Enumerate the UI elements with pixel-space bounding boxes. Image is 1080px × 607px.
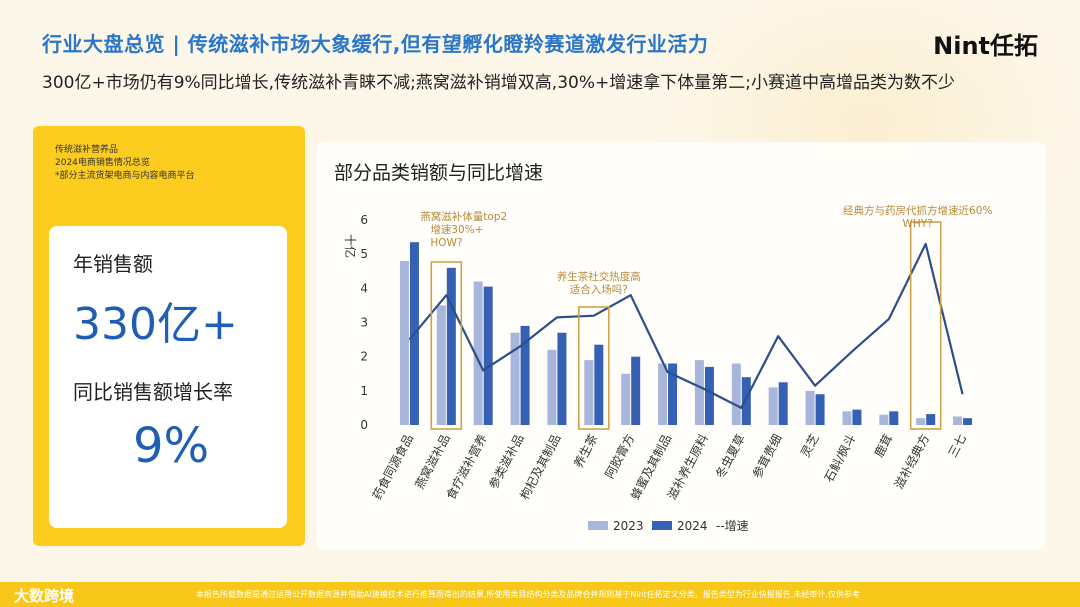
x-category-label: 阿胶膏方 xyxy=(602,431,638,480)
footer-disclaimer: 本报告所载数据是通过运用公开数据资源并借助AI建模技术进行推算而得出的结果,所使… xyxy=(196,590,860,599)
y-tick-label: 1 xyxy=(360,384,368,398)
bar-2024 xyxy=(631,356,641,425)
bar-2024 xyxy=(926,414,936,425)
x-category-label: 灵芝 xyxy=(797,431,822,459)
bar-2024 xyxy=(963,418,973,425)
x-category-label: 药食同源食品 xyxy=(369,431,416,502)
y-axis-label: 十亿 xyxy=(343,234,358,258)
y-tick-label: 3 xyxy=(360,316,368,330)
bar-2023 xyxy=(879,414,889,425)
panel-note: 传统滋补营养品 2024电商销售情况总览 *部分主流货架电商与内容电商平台 xyxy=(55,144,195,183)
legend-label-2023: 2023 xyxy=(613,519,644,533)
chart-title: 部分品类销额与同比增速 xyxy=(334,162,544,184)
bar-2024 xyxy=(483,286,493,425)
kpi-card: 年销售额 330亿+ 同比销售额增长率 9% xyxy=(49,226,287,528)
bar-2023 xyxy=(584,360,594,425)
brand-logo: Nint任拓 xyxy=(933,32,1038,60)
sales-label: 年销售额 xyxy=(73,252,153,276)
x-category-label: 参茸贵细 xyxy=(749,431,785,480)
annotation-text: HOW? xyxy=(430,237,462,249)
page-title: 行业大盘总览 | 传统滋补市场大象缓行,但有望孵化瞪羚赛道激发行业活力 xyxy=(42,32,709,56)
highlight-box xyxy=(578,306,610,430)
bar-2023 xyxy=(805,390,815,425)
legend-swatch-2024 xyxy=(652,521,672,530)
y-tick-label: 0 xyxy=(360,418,368,432)
y-tick-label: 6 xyxy=(360,213,368,227)
bar-2024 xyxy=(594,344,604,425)
x-category-label: 鹿茸 xyxy=(871,431,896,459)
bar-2023 xyxy=(658,363,668,425)
chart-card: 部分品类销额与同比增速 0 1 2 3 4 5 6 十亿 燕窝滋补体量top2 增速30%+ HOW… xyxy=(316,142,1046,550)
bar-2024 xyxy=(741,377,751,425)
bar-2023 xyxy=(953,416,963,425)
y-tick-label: 4 xyxy=(360,281,368,295)
annotation-text: 燕窝滋补体量top2 xyxy=(420,210,507,223)
highlight-box xyxy=(430,261,463,430)
highlight-box xyxy=(909,221,942,430)
bar-2023 xyxy=(731,363,741,425)
sales-value: 330亿+ xyxy=(73,299,238,350)
bar-2024 xyxy=(557,332,567,425)
annotation-text: 养生茶社交热度高 xyxy=(557,270,641,283)
bar-2024 xyxy=(852,409,862,425)
y-tick-label: 2 xyxy=(360,350,368,364)
bar-2023 xyxy=(510,332,520,425)
x-category-label: 冬虫夏草 xyxy=(712,431,748,480)
legend-label-2024: 2024 xyxy=(677,519,708,533)
growth-label: 同比销售额增长率 xyxy=(73,380,233,404)
legend-label-growth: --增速 xyxy=(716,519,749,533)
annotation-text: WHY? xyxy=(903,218,933,230)
legend-swatch-2023 xyxy=(588,521,608,530)
x-category-label: 三七 xyxy=(946,432,970,460)
bar-2024 xyxy=(668,363,678,425)
bar-2024 xyxy=(778,382,788,425)
bar-2023 xyxy=(399,261,409,425)
panel-note-line: 传统滋补营养品 xyxy=(55,145,119,155)
annotation-text: 适合入场吗? xyxy=(570,283,628,296)
bar-2024 xyxy=(446,267,456,425)
bar-2023 xyxy=(842,411,852,425)
x-category-label: 滋补经典方 xyxy=(891,431,932,491)
bar-2023 xyxy=(473,281,483,425)
bar-2023 xyxy=(694,360,704,425)
annotation-text: 经典方与药房代抓方增速近60% xyxy=(843,204,992,217)
footer-brand: 大数跨境 xyxy=(14,587,75,605)
x-category-label: 石斛/枫斗 xyxy=(821,431,859,484)
page-subtitle: 300亿+市场仍有9%同比增长,传统滋补青睐不减;燕窝滋补销增双高,30%+增速… xyxy=(42,73,955,93)
bar-2023 xyxy=(436,305,446,425)
bar-2024 xyxy=(815,394,825,425)
bar-2023 xyxy=(768,387,778,425)
bar-2024 xyxy=(520,325,530,425)
bar-2023 xyxy=(547,349,557,425)
x-category-label: 参类滋补品 xyxy=(485,431,526,491)
bar-2024 xyxy=(704,366,714,425)
growth-line xyxy=(408,242,964,410)
x-category-label: 燕窝滋补品 xyxy=(412,431,453,491)
annotation-text: 增速30%+ xyxy=(430,223,483,236)
growth-value: 9% xyxy=(133,418,210,474)
kpi-panel: 传统滋补营养品 2024电商销售情况总览 *部分主流货架电商与内容电商平台 年销… xyxy=(33,126,305,546)
panel-note-line: 2024电商销售情况总览 xyxy=(55,158,150,168)
y-tick-label: 5 xyxy=(360,247,368,261)
x-category-label: 养生茶 xyxy=(570,431,600,470)
bar-2024 xyxy=(889,411,899,425)
bar-2023 xyxy=(621,373,631,425)
panel-note-line: *部分主流货架电商与内容电商平台 xyxy=(55,171,195,181)
footer-bar: 大数跨境 本报告所载数据是通过运用公开数据资源并借助AI建模技术进行推算而得出的… xyxy=(0,582,1080,607)
bar-2023 xyxy=(916,418,926,425)
